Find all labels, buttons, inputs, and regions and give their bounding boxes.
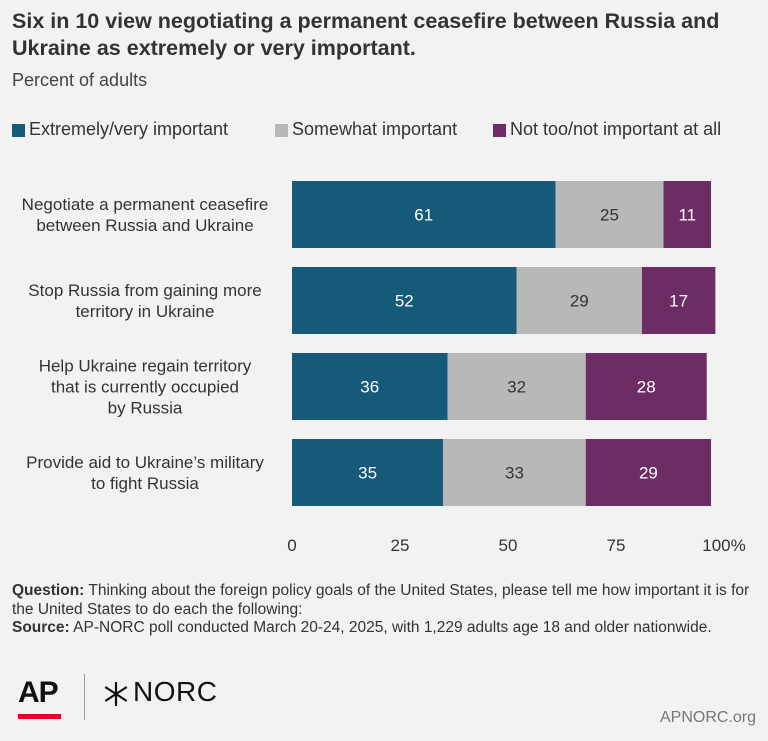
x-tick-label-25: 25 <box>391 536 410 555</box>
data-label-1-1: 61 <box>414 206 433 225</box>
data-label-4-1: 35 <box>358 464 377 483</box>
question-note: Question: Thinking about the foreign pol… <box>12 582 752 619</box>
legend-label-extremely-very: Extremely/very important <box>29 119 229 139</box>
data-label-1-2: 25 <box>600 206 619 225</box>
data-label-1-3: 11 <box>678 206 696 225</box>
site-url: APNORC.org <box>659 709 756 726</box>
legend-label-not-important: Not too/not important at all <box>510 119 722 139</box>
bar-segment-4-1 <box>292 439 444 506</box>
bar-segment-2-3 <box>641 267 716 334</box>
data-label-3-1: 36 <box>360 378 379 397</box>
bar-segment-3-2 <box>447 353 586 420</box>
data-label-3-3: 28 <box>637 378 656 397</box>
data-label-2-1: 52 <box>395 292 414 311</box>
chart-title: Six in 10 view negotiating a permanent c… <box>12 9 720 60</box>
norc-logo-text: NORC <box>133 676 218 707</box>
bar-segment-3-1 <box>292 353 448 420</box>
logo-divider <box>84 674 85 720</box>
bar-segment-4-3 <box>585 439 712 506</box>
bar-segment-1-1 <box>292 181 556 248</box>
legend-label-somewhat: Somewhat important <box>292 119 458 139</box>
stacked-bar-chart: 61 25 11 Negotiate a permanent ceasefire bet… <box>22 181 746 555</box>
bar-segment-1-3 <box>663 181 712 248</box>
source-text: AP-NORC poll conducted March 20-24, 2025… <box>73 619 712 636</box>
legend-swatch-extremely-very <box>12 124 25 137</box>
data-label-3-2: 32 <box>507 378 526 397</box>
x-tick-label-100: 100% <box>702 536 745 555</box>
legend-swatch-not-important <box>493 124 506 137</box>
norc-star-icon <box>104 681 128 707</box>
ap-logo: AP <box>18 676 59 709</box>
category-label-4: Provide aid to Ukraine’s military to figh… <box>26 453 264 493</box>
legend: Extremely/very important Somewhat import… <box>12 119 762 143</box>
data-label-2-3: 17 <box>669 292 688 311</box>
category-label-2: Stop Russia from gaining more territory i… <box>28 281 261 321</box>
bar-segment-3-3 <box>585 353 707 420</box>
bar-segment-1-2 <box>555 181 664 248</box>
x-tick-label-75: 75 <box>607 536 626 555</box>
category-label-1: Negotiate a permanent ceasefire between R… <box>22 195 269 235</box>
question-text: Thinking about the foreign policy goals … <box>12 582 750 618</box>
category-label-3: Help Ukraine regain territory that is cur… <box>39 357 252 418</box>
source-label: Source: <box>12 619 70 636</box>
bar-segment-2-1 <box>292 267 517 334</box>
data-label-4-3: 29 <box>639 464 658 483</box>
footer-notes: Question: Thinking about the foreign pol… <box>12 582 752 638</box>
legend-swatch-somewhat <box>275 124 288 137</box>
bar-segment-2-2 <box>516 267 642 334</box>
ap-logo-underline <box>18 714 61 719</box>
bar-segment-4-2 <box>443 439 586 506</box>
x-tick-label-50: 50 <box>499 536 518 555</box>
x-tick-label-0: 0 <box>287 536 296 555</box>
source-note: Source: AP-NORC poll conducted March 20-… <box>12 619 752 638</box>
chart-subtitle: Percent of adults <box>12 70 148 90</box>
question-label: Question: <box>12 582 85 599</box>
data-label-4-2: 33 <box>505 464 524 483</box>
data-label-2-2: 29 <box>570 292 589 311</box>
